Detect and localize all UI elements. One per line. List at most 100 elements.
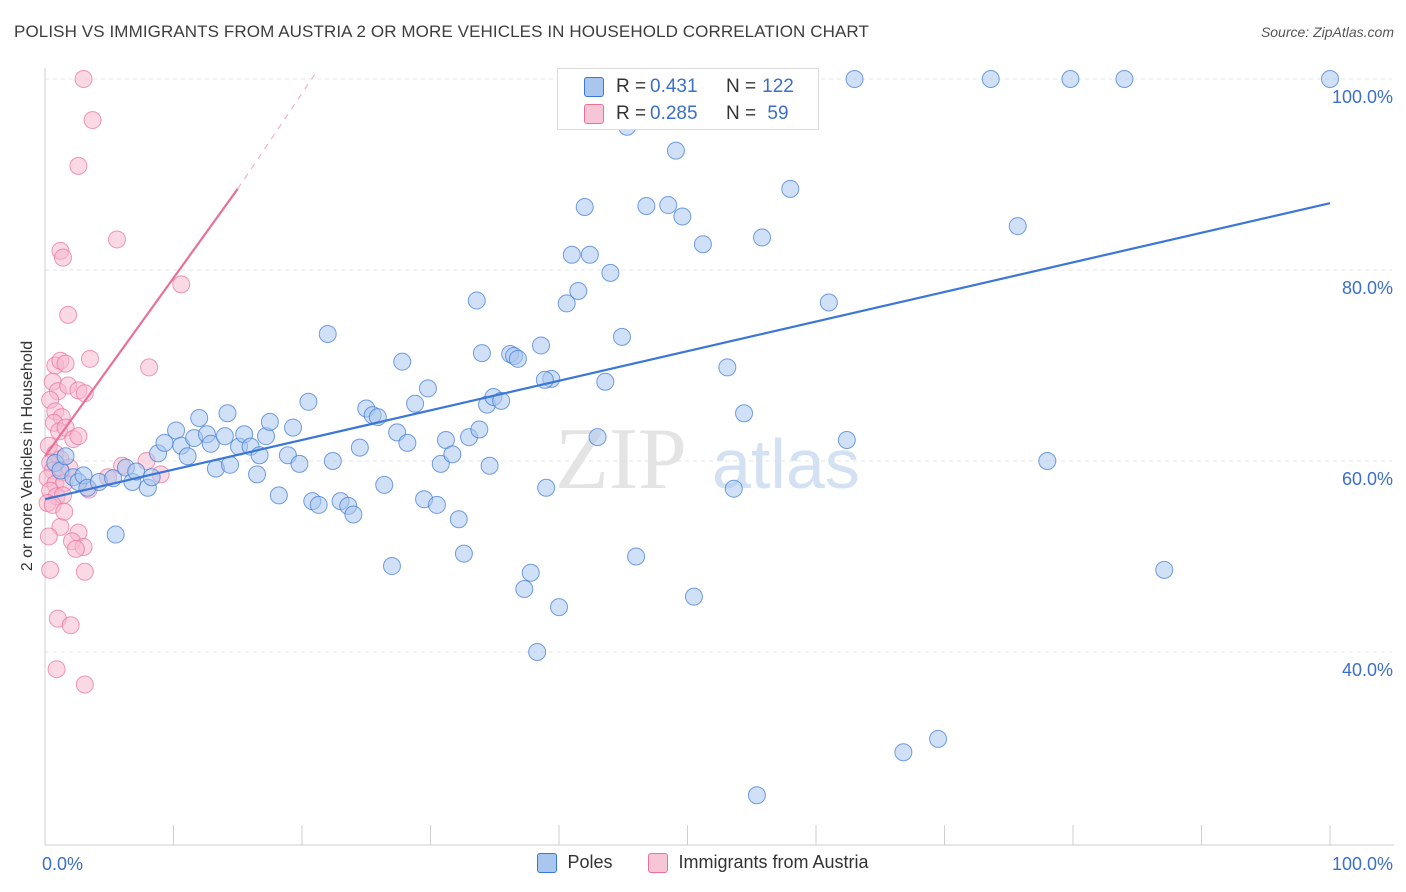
poles-point [1008, 217, 1027, 236]
watermark-zip: ZIP [555, 411, 687, 508]
y-tick-label-100: 100.0% [1332, 87, 1393, 107]
austria-point [56, 354, 75, 373]
poles-point [1038, 452, 1057, 470]
watermark: ZIP atlas [555, 411, 860, 508]
y-tick-label-40: 40.0% [1342, 660, 1393, 680]
y-tick-label-80: 80.0% [1342, 278, 1393, 298]
poles-point [1321, 70, 1339, 88]
poles-point [201, 434, 220, 453]
poles-point [753, 228, 772, 247]
poles-point [537, 478, 556, 497]
austria-point [39, 527, 58, 546]
poles-point [393, 352, 412, 371]
poles-point [248, 465, 267, 484]
poles-point [819, 293, 838, 312]
y-tick-labels: 40.0% 60.0% 80.0% 100.0% [1332, 87, 1393, 680]
poles-point [323, 452, 342, 470]
poles-point [569, 282, 588, 301]
y-tick-label-60: 60.0% [1342, 469, 1393, 489]
poles-point [470, 420, 489, 439]
x-tick-label-min: 0.0% [42, 854, 83, 874]
austria-point [107, 230, 126, 249]
poles-point [929, 729, 948, 748]
poles-point [845, 70, 864, 88]
austria-n-value: 59 [767, 103, 789, 124]
poles-point [106, 525, 125, 544]
poles-r-key: R = [616, 76, 647, 97]
austria-trend-line [44, 188, 239, 457]
poles-point [431, 454, 450, 473]
austria-n-key: N = [726, 103, 757, 124]
austria-point [59, 305, 78, 324]
poles-point [492, 391, 511, 410]
poles-point [318, 324, 337, 343]
legend-poles-label: Poles [567, 852, 613, 872]
legend-item-poles: Poles [537, 852, 612, 873]
austria-point [47, 660, 66, 679]
legend-poles-swatch [537, 852, 558, 873]
bottom-legend: Poles Immigrants from Austria [0, 852, 1406, 873]
gridlines [45, 78, 1392, 653]
poles-point [637, 197, 656, 216]
poles-trend-line [44, 202, 1331, 501]
poles-point [350, 438, 369, 457]
poles-point [588, 428, 607, 447]
poles-point [178, 447, 197, 466]
poles-point [290, 454, 309, 473]
legend-austria-label: Immigrants from Austria [678, 852, 869, 872]
x-tick-label-max: 100.0% [1332, 854, 1393, 874]
austria-point [66, 539, 85, 558]
poles-point [1155, 560, 1174, 579]
poles-point [659, 196, 678, 215]
poles-point [215, 427, 234, 446]
series-immigrants-from-austria [38, 70, 191, 694]
poles-point [894, 743, 913, 762]
austria-r-value: 0.285 [650, 103, 698, 124]
austria-point [74, 70, 93, 88]
poles-point [508, 349, 527, 368]
poles-point [218, 404, 237, 423]
poles-point [190, 409, 209, 428]
austria-point [75, 562, 94, 581]
poles-point [472, 344, 491, 363]
poles-point [601, 263, 620, 282]
poles-point [528, 643, 547, 661]
poles-point [596, 372, 615, 391]
poles-point [718, 358, 737, 377]
poles-point [673, 207, 692, 226]
poles-point [580, 245, 599, 264]
austria-point [80, 349, 99, 368]
poles-point [747, 786, 766, 805]
austria-point [55, 502, 74, 521]
poles-point [612, 327, 631, 346]
austria-point [83, 111, 102, 130]
austria-point [140, 358, 159, 377]
poles-n-value: 122 [762, 76, 794, 97]
poles-point [443, 445, 462, 464]
poles-point [284, 418, 303, 437]
poles-point [299, 392, 318, 411]
austria-point [69, 427, 88, 446]
stats-legend: R = 0.431 N = 122 R = 0.285 N = 59 [557, 68, 819, 130]
trend-lines [44, 73, 1331, 501]
poles-point [562, 245, 581, 264]
austria-point [75, 675, 94, 694]
poles-point [269, 486, 288, 505]
poles-point [344, 505, 363, 524]
legend-austria-swatch [648, 852, 669, 873]
poles-point [724, 479, 743, 498]
poles-point [375, 475, 394, 494]
poles-point [521, 563, 540, 582]
poles-point [467, 291, 486, 310]
poles-point [1061, 70, 1080, 88]
poles-point [398, 433, 417, 452]
series-poles [46, 70, 1339, 805]
poles-point [260, 412, 279, 431]
poles-point [557, 294, 576, 313]
poles-r-value: 0.431 [650, 76, 698, 97]
poles-point [167, 421, 186, 440]
legend-item-austria: Immigrants from Austria [648, 852, 869, 873]
poles-point [480, 456, 499, 475]
poles-point [981, 70, 1000, 88]
